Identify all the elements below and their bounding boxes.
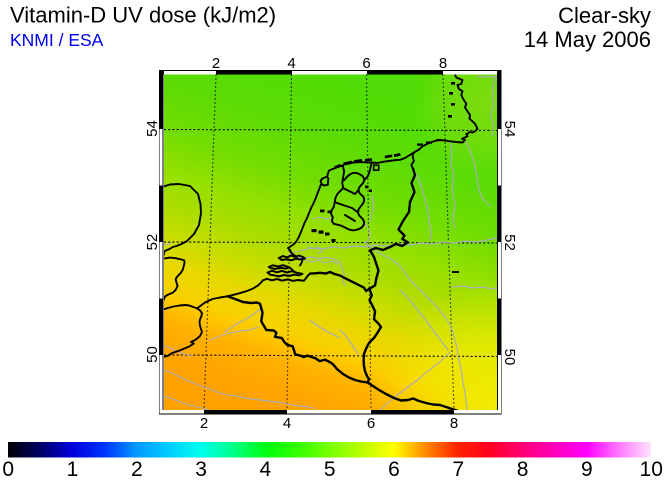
svg-text:54: 54 (144, 120, 161, 137)
svg-text:4: 4 (283, 415, 291, 432)
svg-text:5: 5 (324, 458, 336, 480)
svg-text:2: 2 (212, 55, 220, 72)
svg-text:6: 6 (367, 415, 375, 432)
svg-text:50: 50 (144, 346, 161, 363)
svg-text:50: 50 (501, 349, 518, 366)
svg-text:1: 1 (67, 458, 79, 480)
svg-text:8: 8 (517, 458, 529, 480)
svg-text:4: 4 (287, 55, 295, 72)
svg-text:6: 6 (362, 55, 370, 72)
svg-text:52: 52 (144, 234, 161, 251)
svg-text:2: 2 (131, 458, 143, 480)
svg-text:4: 4 (260, 458, 272, 480)
svg-text:3: 3 (195, 458, 207, 480)
svg-text:14 May 2006: 14 May 2006 (524, 27, 651, 52)
svg-text:8: 8 (450, 415, 458, 432)
svg-text:0: 0 (2, 458, 14, 480)
svg-text:54: 54 (501, 121, 518, 138)
svg-text:Vitamin-D UV dose (kJ/m2): Vitamin-D UV dose (kJ/m2) (10, 3, 276, 28)
svg-text:52: 52 (501, 234, 518, 251)
svg-text:Clear-sky: Clear-sky (558, 3, 651, 28)
svg-text:6: 6 (388, 458, 400, 480)
svg-text:7: 7 (452, 458, 464, 480)
svg-text:9: 9 (581, 458, 593, 480)
svg-text:2: 2 (200, 415, 208, 432)
svg-text:8: 8 (439, 55, 447, 72)
svg-text:KNMI / ESA: KNMI / ESA (10, 30, 104, 50)
svg-text:10: 10 (640, 458, 663, 480)
